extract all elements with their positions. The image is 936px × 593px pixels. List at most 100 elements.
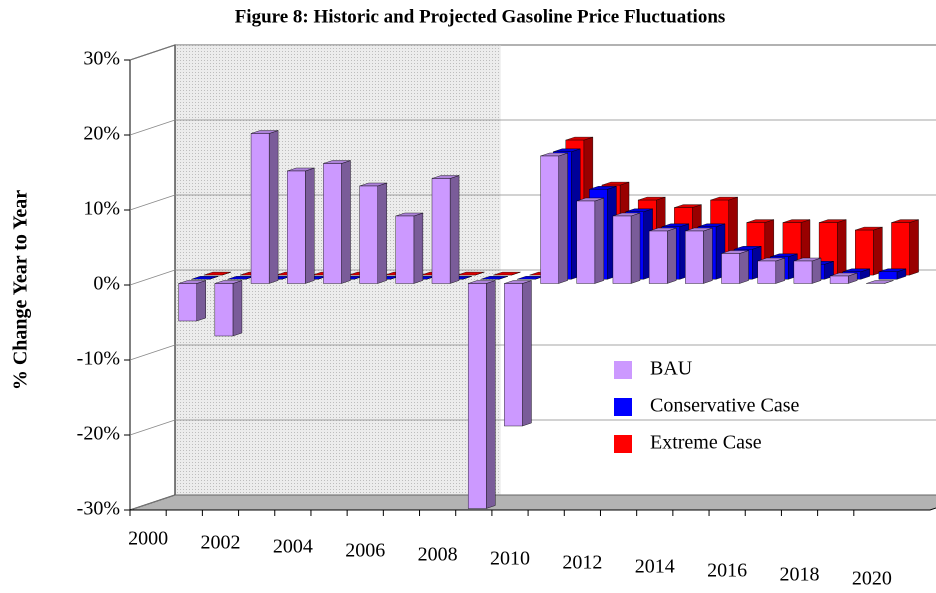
bar xyxy=(685,227,713,284)
bar xyxy=(214,280,243,337)
bar-side xyxy=(811,257,822,284)
x-tick-label: 2012 xyxy=(562,552,602,574)
bar-top xyxy=(191,276,219,280)
bar xyxy=(612,212,641,284)
bar-side xyxy=(909,219,919,276)
x-tick-label: 2020 xyxy=(852,568,892,590)
bar-side xyxy=(486,280,496,509)
bar-top xyxy=(203,271,232,276)
x-tick-label: 2008 xyxy=(418,544,458,566)
bar-top xyxy=(493,271,521,276)
bar-side xyxy=(630,212,641,284)
bar xyxy=(287,167,315,284)
bar xyxy=(891,219,919,276)
bar xyxy=(866,280,894,284)
bar-top xyxy=(480,276,508,280)
bar xyxy=(191,276,219,280)
bar-front xyxy=(359,185,378,284)
bar xyxy=(829,272,858,284)
x-tick-label: 2016 xyxy=(707,560,747,582)
y-axis-title: % Change Year to Year xyxy=(10,190,32,390)
bar xyxy=(516,276,545,280)
floor xyxy=(129,494,936,511)
bar-side xyxy=(377,182,387,284)
bar-front xyxy=(878,271,898,280)
bar-front xyxy=(576,200,596,284)
bar-front xyxy=(287,170,306,284)
legend-swatch xyxy=(614,361,632,379)
bar-front xyxy=(793,260,813,284)
x-tick-label: 2002 xyxy=(200,532,240,554)
bar xyxy=(878,268,907,280)
bar xyxy=(504,280,532,427)
bar-side xyxy=(594,197,605,284)
y-tick-label: 20% xyxy=(83,123,120,145)
bar-front xyxy=(250,133,270,284)
bar xyxy=(493,271,521,276)
bar xyxy=(431,175,460,284)
legend-swatch xyxy=(614,398,632,416)
bar-side xyxy=(775,257,785,284)
x-tick-label: 2006 xyxy=(345,540,385,562)
x-tick-label: 2000 xyxy=(128,528,168,550)
bar-front xyxy=(504,283,523,427)
bar xyxy=(323,160,351,284)
bar xyxy=(250,130,279,284)
bar-front xyxy=(685,230,704,284)
bar xyxy=(757,257,785,284)
bar-front xyxy=(855,229,874,276)
bar-front xyxy=(648,230,668,284)
bar-side xyxy=(449,175,460,284)
side-grid-line xyxy=(129,269,176,286)
bar-front xyxy=(467,283,487,509)
bar-front xyxy=(178,283,197,322)
x-tick-label: 2010 xyxy=(490,548,530,570)
bar-side xyxy=(305,167,315,284)
bar-front xyxy=(829,275,849,284)
bar xyxy=(359,182,387,284)
bar xyxy=(480,276,508,280)
bar-front xyxy=(757,260,776,284)
y-tick-label: -20% xyxy=(77,423,120,445)
side-grid-line xyxy=(129,344,176,361)
x-tick-label: 2004 xyxy=(273,536,313,558)
legend-swatch xyxy=(614,435,632,453)
bar xyxy=(203,271,232,276)
bar-side xyxy=(873,226,883,276)
bar-front xyxy=(612,215,632,284)
bar xyxy=(855,226,883,276)
side-grid-line xyxy=(129,44,176,61)
bar xyxy=(457,271,485,276)
bar xyxy=(540,152,568,284)
bar-side xyxy=(739,250,749,284)
bar-front xyxy=(214,283,234,337)
chart-title: Figure 8: Historic and Projected Gasolin… xyxy=(235,6,726,27)
bar-side xyxy=(558,152,568,284)
bar xyxy=(467,280,496,509)
bar xyxy=(576,197,605,284)
bar xyxy=(648,227,677,284)
bar-top xyxy=(866,280,894,284)
bar xyxy=(793,257,822,284)
bar xyxy=(395,212,424,284)
bar-side xyxy=(268,130,279,284)
bar-side xyxy=(667,227,677,284)
x-tick-label: 2018 xyxy=(780,564,820,586)
y-tick-label: 30% xyxy=(83,48,120,70)
legend-label: BAU xyxy=(650,358,693,380)
bar-front xyxy=(431,178,451,284)
bar-side xyxy=(232,280,243,337)
y-tick-label: 0% xyxy=(93,273,120,295)
bar xyxy=(178,280,206,322)
y-tick-label: -30% xyxy=(77,498,120,520)
bar-top xyxy=(457,271,485,276)
legend-label: Conservative Case xyxy=(650,395,800,417)
bar-side xyxy=(196,280,206,322)
bar-side xyxy=(522,280,532,427)
bar-front xyxy=(891,222,910,276)
bar-front xyxy=(721,253,740,284)
legend-label: Extreme Case xyxy=(650,432,762,454)
x-tick-label: 2014 xyxy=(635,556,675,578)
y-tick-label: -10% xyxy=(77,348,120,370)
